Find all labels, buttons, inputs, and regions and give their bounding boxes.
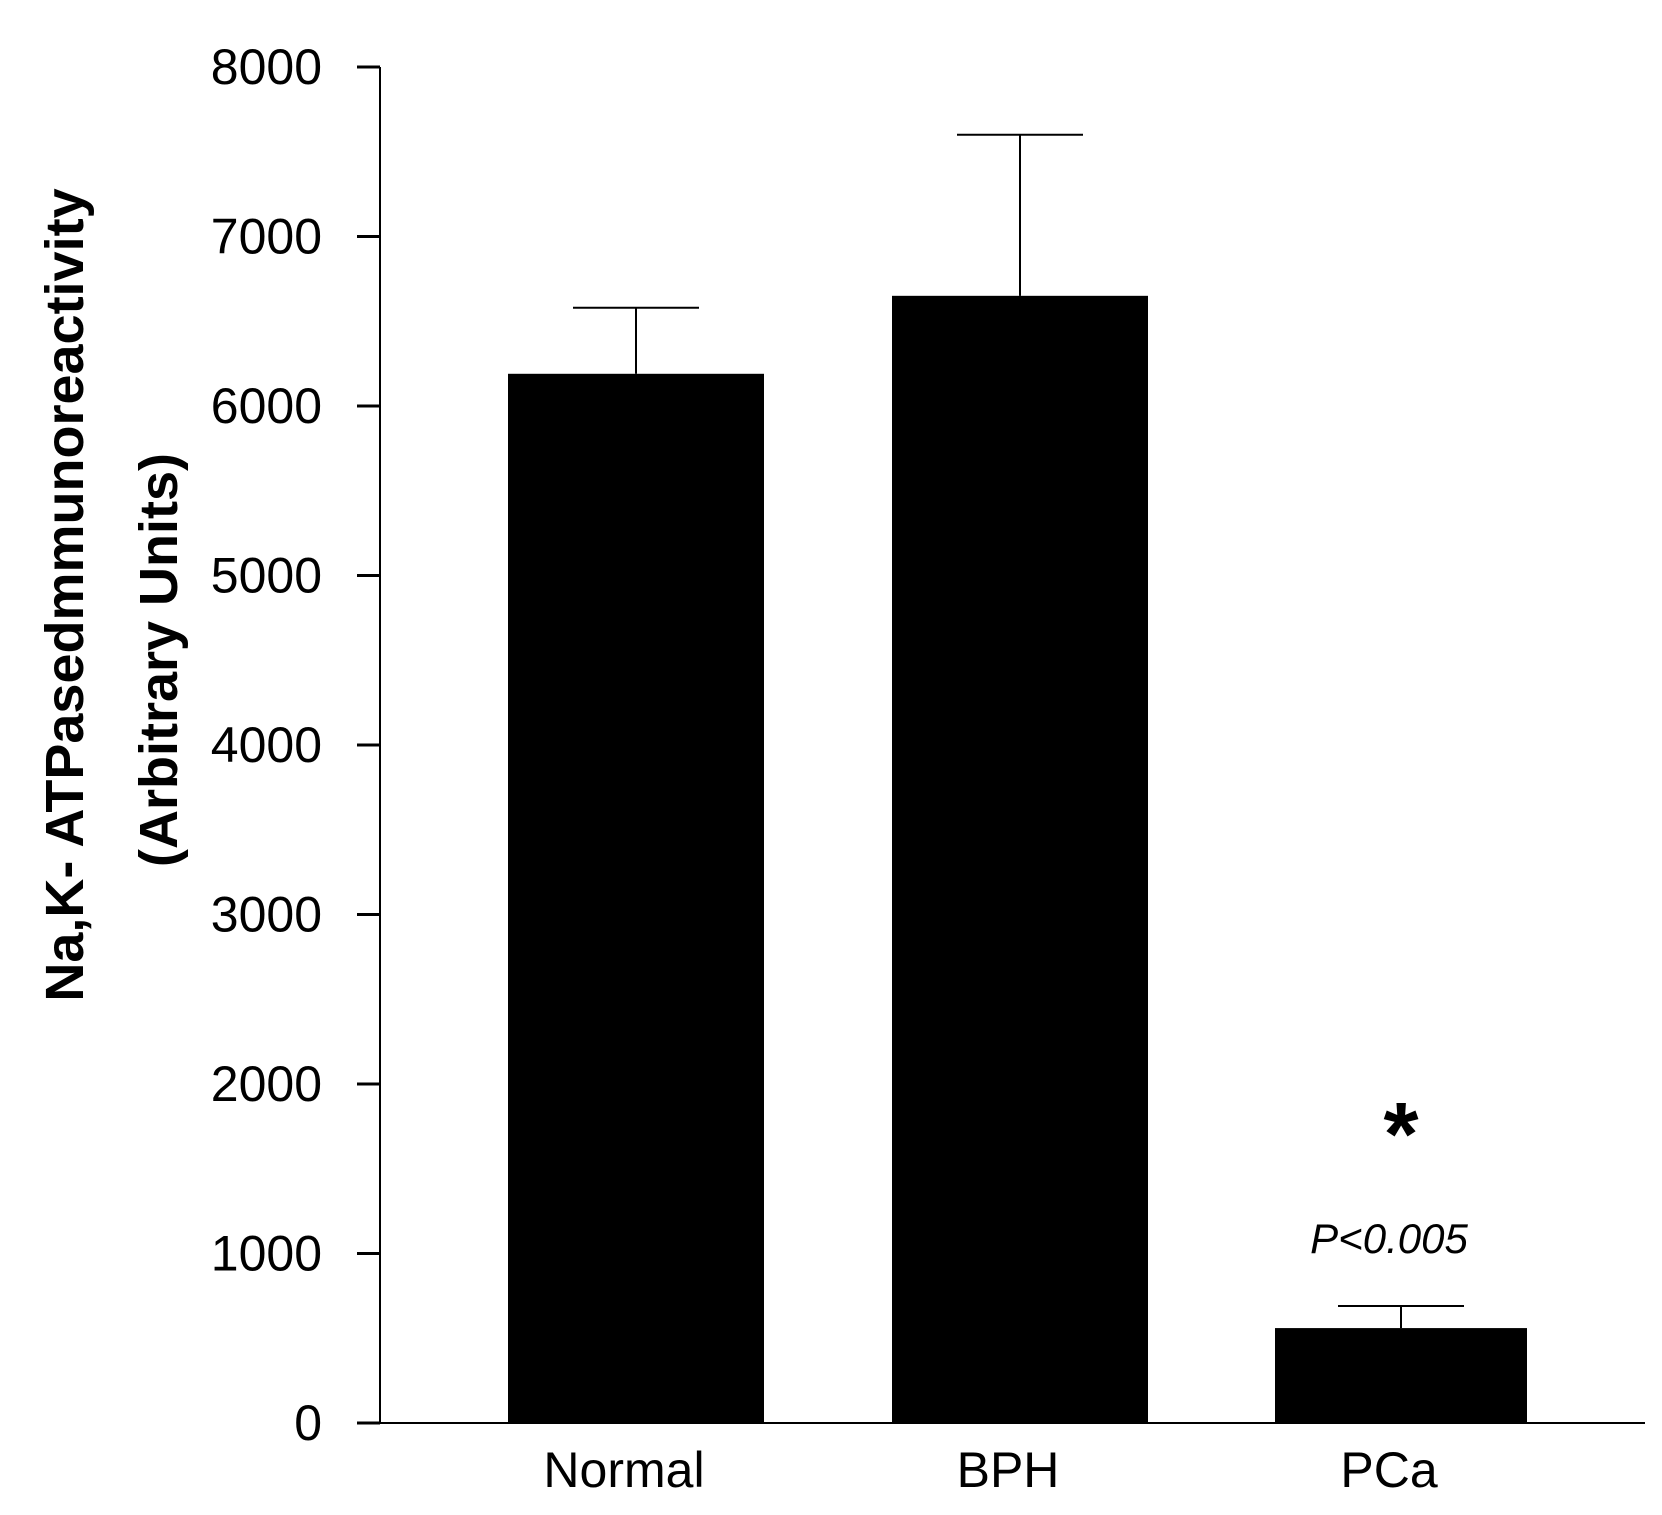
x-tick-label: BPH xyxy=(957,1442,1060,1498)
y-axis-label: Na,K- ATPasedmmunoreactivity (Arbitrary … xyxy=(35,188,189,1001)
y-axis-label-line1: Na,K- ATPasedmmunoreactivity xyxy=(35,188,95,1001)
p-value-annotation: P<0.005 xyxy=(1310,1215,1468,1262)
x-tick-label: Normal xyxy=(543,1442,704,1498)
y-tick-label: 6000 xyxy=(211,378,322,434)
y-tick-label: 4000 xyxy=(211,717,322,773)
y-tick-label: 1000 xyxy=(211,1226,322,1282)
plot-area: 0 1000 2000 3000 4000 5000 6000 7000 8000 Normal B… xyxy=(211,39,1645,1498)
y-tick-label: 7000 xyxy=(211,209,322,265)
bar-normal xyxy=(508,373,764,1423)
significance-star: * xyxy=(1383,1085,1418,1185)
bar-bph xyxy=(892,295,1148,1424)
y-tick-label: 3000 xyxy=(211,887,322,943)
bar-pca xyxy=(1275,1328,1527,1423)
y-axis-label-line2: (Arbitrary Units) xyxy=(129,453,189,867)
x-tick-label: PCa xyxy=(1340,1442,1437,1498)
y-tick-label: 8000 xyxy=(211,39,322,95)
y-tick-label: 2000 xyxy=(211,1056,322,1112)
y-tick-label: 5000 xyxy=(211,548,322,604)
y-tick-label: 0 xyxy=(294,1395,322,1451)
